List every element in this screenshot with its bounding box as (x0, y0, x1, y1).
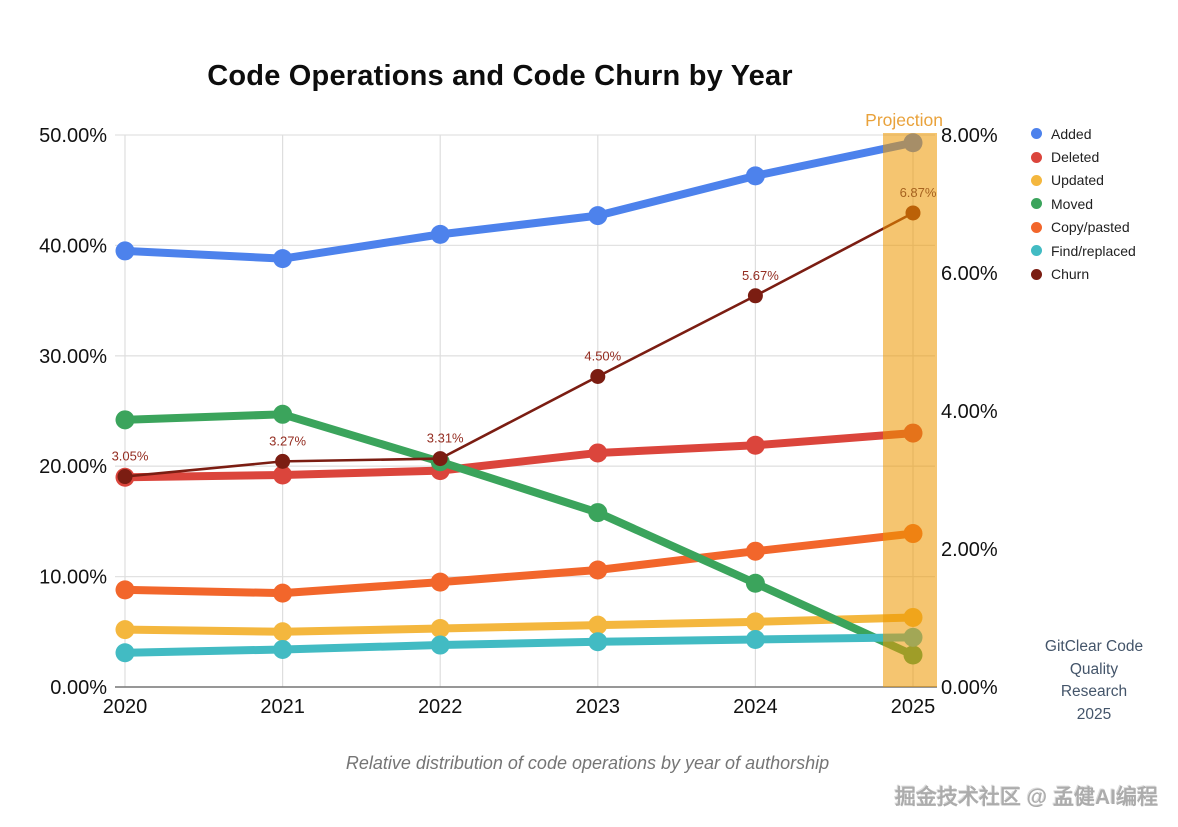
data-point-find-replaced (273, 639, 293, 659)
chart-title: Code Operations and Code Churn by Year (207, 60, 793, 92)
right-axis-tick-label: 6.00% (941, 263, 998, 285)
left-axis-tick-label: 20.00% (39, 456, 107, 478)
projection-label: Projection (865, 110, 943, 130)
attribution-line: Quality (1069, 660, 1119, 678)
series-line-copy-pasted (121, 529, 917, 598)
legend-dot-icon (1031, 245, 1042, 257)
churn-point-label: 6.87% (900, 185, 937, 200)
legend-dot-icon (1031, 174, 1042, 186)
right-axis-tick-label: 2.00% (941, 539, 998, 561)
data-point-added (430, 224, 450, 244)
legend-item-deleted: Deleted (1031, 145, 1178, 168)
data-point-deleted (588, 443, 608, 463)
left-axis-tick-label: 30.00% (39, 346, 107, 368)
x-axis-year-label: 2020 (103, 696, 148, 718)
data-point-updated (430, 618, 450, 638)
churn-point-label: 5.67% (742, 268, 779, 283)
data-point-find-replaced (588, 632, 608, 652)
legend-item-find-replaced: Find/replaced (1031, 239, 1178, 262)
left-axis-tick-label: 40.00% (39, 235, 107, 257)
data-point-find-replaced (115, 643, 135, 663)
legend-dot-icon (1031, 128, 1042, 140)
data-point-added (115, 241, 135, 261)
series-line-deleted (121, 429, 917, 482)
data-point-copy-pasted (588, 560, 608, 580)
legend-label: Churn (1051, 266, 1090, 283)
legend-label: Copy/pasted (1051, 219, 1130, 236)
churn-point-label: 4.50% (584, 349, 621, 364)
legend-label: Added (1051, 125, 1092, 142)
legend-item-churn: Churn (1031, 262, 1178, 285)
x-axis-year-label: 2022 (418, 696, 463, 718)
data-point-updated (273, 622, 293, 642)
series-line-find-replaced (121, 633, 917, 657)
attribution-text: GitClear Code Quality Research 2025 (1014, 636, 1174, 726)
x-axis-year-label: 2024 (733, 696, 778, 718)
data-point-churn (590, 369, 606, 384)
legend-label: Find/replaced (1051, 242, 1136, 259)
data-point-added (745, 166, 765, 186)
chart-caption: Relative distribution of code operations… (345, 753, 830, 773)
data-point-moved (115, 410, 135, 430)
data-point-updated (588, 615, 608, 635)
legend-item-updated: Updated (1031, 169, 1178, 192)
data-point-moved (273, 404, 293, 424)
data-point-added (273, 249, 293, 269)
legend-dot-icon (1031, 221, 1042, 233)
legend-dot-icon (1031, 151, 1042, 163)
data-point-deleted (745, 435, 765, 455)
legend-item-moved: Moved (1031, 192, 1178, 215)
data-point-churn (275, 453, 291, 469)
data-point-find-replaced (430, 635, 450, 655)
data-point-find-replaced (745, 630, 765, 650)
data-point-moved (745, 573, 765, 593)
data-point-moved (588, 503, 608, 523)
churn-point-label: 3.31% (427, 431, 464, 446)
left-axis-tick-label: 10.00% (39, 567, 107, 589)
churn-point-label: 3.05% (112, 449, 149, 464)
legend-label: Moved (1051, 195, 1094, 212)
right-axis-tick-label: 8.00% (941, 125, 998, 147)
right-axis-tick-label: 4.00% (941, 401, 998, 423)
data-point-added (588, 206, 608, 226)
series-line-updated (121, 613, 917, 636)
legend-label: Updated (1051, 172, 1104, 189)
attribution-line: Research (1060, 683, 1128, 700)
x-axis-year-label: 2023 (576, 696, 621, 718)
right-axis-tick-label: 0.00% (941, 677, 998, 699)
data-point-copy-pasted (115, 580, 135, 600)
legend-dot-icon (1031, 198, 1042, 210)
data-point-churn (432, 451, 448, 467)
churn-point-label: 3.27% (269, 433, 306, 448)
data-point-deleted (273, 465, 293, 485)
data-point-churn (117, 469, 133, 485)
projection-band (883, 133, 937, 687)
legend-dot-icon (1031, 268, 1042, 280)
data-point-copy-pasted (430, 572, 450, 592)
series-line-churn (123, 211, 915, 478)
data-point-churn (747, 288, 763, 304)
left-axis-tick-label: 0.00% (50, 677, 107, 699)
series-line-moved (121, 410, 917, 659)
legend-item-copy-pasted: Copy/pasted (1031, 216, 1178, 239)
data-point-copy-pasted (745, 541, 765, 561)
legend-item-added: Added (1031, 122, 1178, 145)
data-point-copy-pasted (273, 583, 293, 603)
x-axis-year-label: 2021 (260, 696, 305, 718)
left-axis-tick-label: 50.00% (39, 125, 107, 147)
chart-legend: Added Deleted Updated Moved Copy/pasted Find/… (1031, 122, 1178, 286)
legend-label: Deleted (1051, 149, 1100, 166)
attribution-line: GitClear Code (1044, 638, 1144, 655)
x-axis-year-label: 2025 (891, 696, 936, 718)
data-point-updated (745, 612, 765, 632)
data-point-updated (115, 620, 135, 640)
watermark-text: 掘金技术社区 @ 孟健AI编程 (894, 786, 1158, 809)
series-line-added (121, 138, 917, 263)
attribution-line: 2025 (1076, 705, 1112, 723)
